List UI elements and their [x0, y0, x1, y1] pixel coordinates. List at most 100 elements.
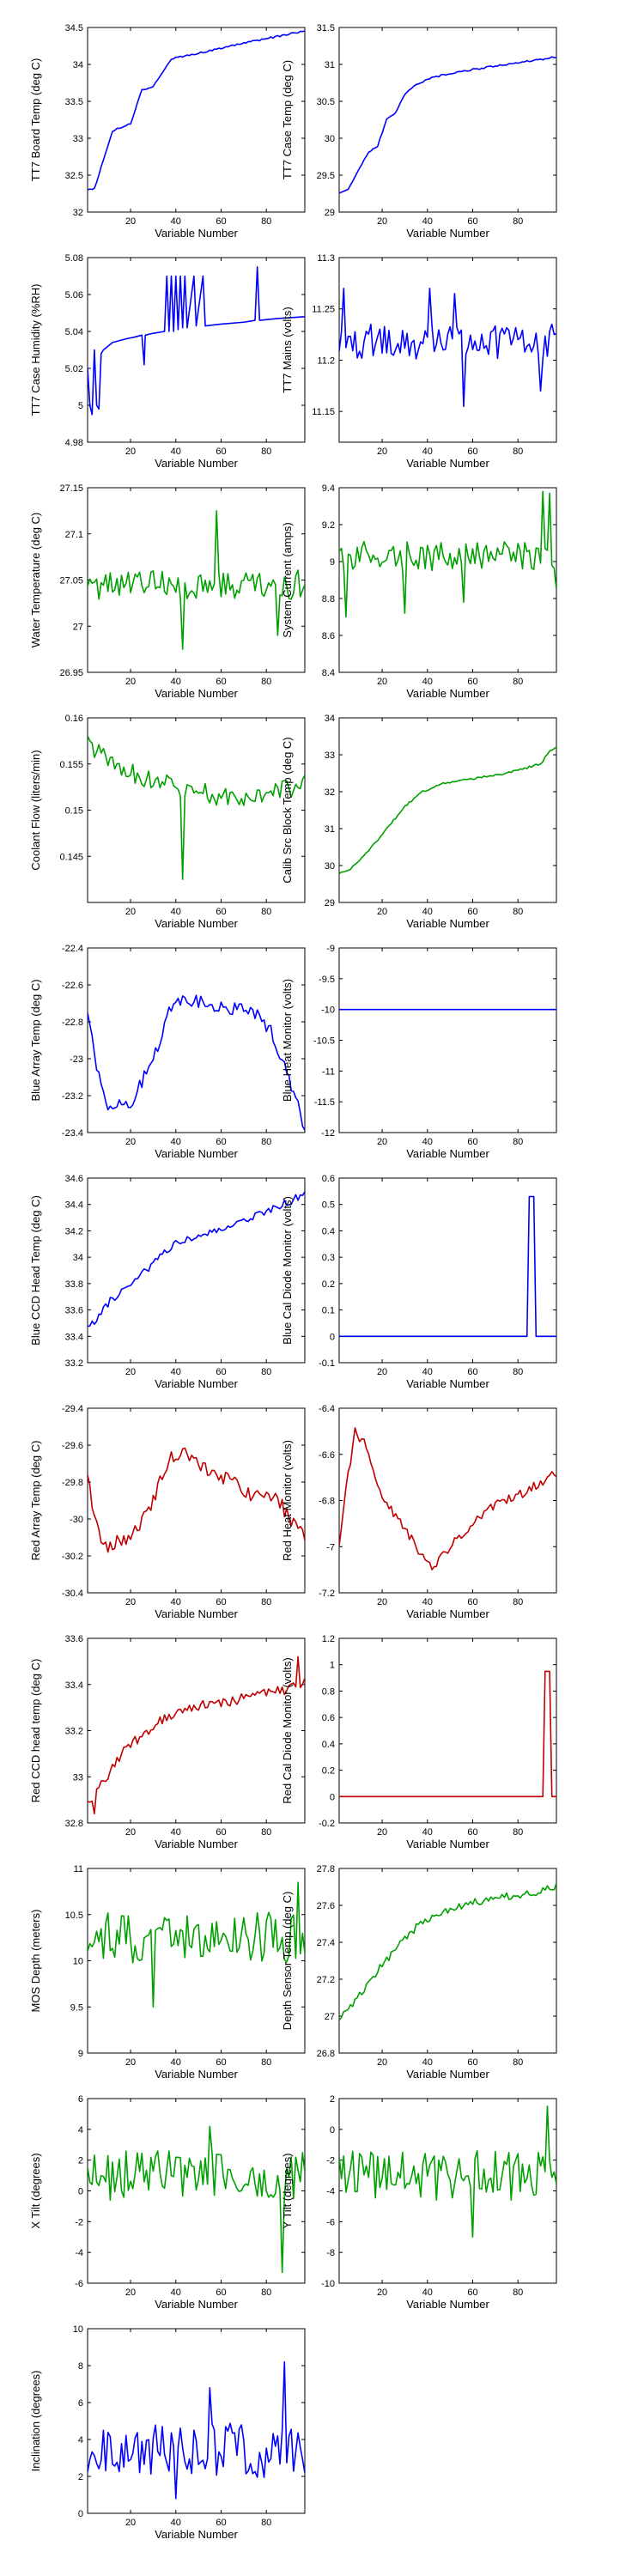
y-tick-label: -2: [326, 2156, 335, 2166]
x-axis-label: Variable Number: [155, 1147, 238, 1160]
series-line: [339, 1195, 556, 1338]
y-tick-label: 2: [78, 2156, 83, 2166]
x-tick-label: 40: [171, 2287, 181, 2298]
y-axis-label: System Current (amps): [281, 522, 294, 637]
x-tick-label: 20: [125, 1137, 136, 1147]
x-tick-label: 40: [422, 1827, 433, 1838]
plot-frame: [87, 27, 306, 213]
y-axis-label: X Tilt (degrees): [29, 2153, 42, 2228]
x-tick-label: 80: [261, 1597, 271, 1607]
y-axis-label: Red Cal Diode Monitor (volts): [281, 1657, 294, 1804]
y-tick-label: 11.25: [312, 305, 335, 315]
y-tick-label: 0.8: [322, 1686, 335, 1697]
plot-frame: [338, 487, 557, 673]
y-tick-label: 30: [325, 861, 335, 872]
series-line: [339, 1670, 556, 1798]
x-axis-label: Variable Number: [155, 1377, 238, 1390]
y-tick-label: 0: [78, 2187, 83, 2197]
y-tick-label: 0.155: [59, 760, 83, 770]
x-axis-label: Variable Number: [406, 227, 489, 240]
y-tick-label: 33.5: [65, 97, 83, 107]
x-tick-label: 80: [261, 907, 271, 917]
y-tick-label: 27.6: [317, 1901, 335, 1911]
y-tick-label: -30.4: [62, 1589, 83, 1599]
y-tick-label: 5.02: [65, 364, 83, 374]
x-tick-label: 60: [216, 2518, 226, 2528]
series-line: [339, 1427, 556, 1571]
y-tick-label: -22.4: [62, 944, 83, 954]
chart-20: 20 40 60 80 -10 -8 -6 -4 -2 0 2 Variable Number Y Ti…: [281, 2094, 557, 2311]
y-tick-label: 1.2: [322, 1634, 335, 1644]
y-tick-label: 11.15: [312, 407, 335, 417]
y-tick-label: 31.5: [317, 23, 335, 33]
x-tick-label: 60: [216, 1597, 226, 1607]
chart-12: 20 40 60 80 -0.1 0 0.1 0.2 0.3 0.4 0.5 0.6 Variable …: [281, 1174, 557, 1390]
y-tick-label: -11: [322, 1066, 335, 1077]
x-tick-label: 60: [467, 2287, 477, 2298]
y-tick-label: 27.8: [317, 1864, 335, 1874]
series-line: [88, 30, 305, 191]
x-axis-label: Variable Number: [155, 687, 238, 700]
series-line: [88, 994, 305, 1131]
y-tick-label: 27.2: [317, 1975, 335, 1985]
y-tick-label: 11.2: [317, 355, 335, 366]
chart-2: 20 40 60 80 29 29.5 30 30.5 31 31.5 Variable Numbe…: [281, 23, 557, 240]
series-line: [88, 265, 305, 416]
chart-16: 20 40 60 80 -0.2 0 0.2 0.4 0.6 0.8 1 1.2 Variable Nu…: [281, 1634, 557, 1850]
y-tick-label: 33.4: [65, 1680, 83, 1691]
plot-frame: [338, 947, 557, 1133]
y-tick-label: -23.2: [62, 1091, 83, 1102]
x-tick-label: 60: [467, 216, 477, 227]
x-tick-label: 80: [261, 2518, 271, 2528]
y-axis-label: TT7 Mains (volts): [281, 307, 294, 392]
chart-18: 20 40 60 80 26.8 27 27.2 27.4 27.6 27.8 Variable N…: [281, 1864, 557, 2081]
y-tick-label: 26.8: [317, 2049, 335, 2059]
x-tick-label: 80: [513, 907, 523, 917]
x-tick-label: 60: [216, 1137, 226, 1147]
y-tick-label: 27: [73, 622, 83, 632]
y-tick-label: -6.8: [319, 1497, 335, 1507]
y-tick-label: 27.1: [65, 530, 83, 540]
x-tick-label: 40: [171, 1137, 181, 1147]
y-tick-label: 5: [78, 401, 83, 411]
y-tick-label: -0.2: [319, 1819, 335, 1829]
x-tick-label: 80: [513, 2057, 523, 2068]
y-axis-label: TT7 Board Temp (deg C): [29, 58, 42, 182]
y-tick-label: 0.4: [322, 1226, 335, 1236]
x-axis-label: Variable Number: [406, 687, 489, 700]
y-tick-label: 10.5: [65, 1911, 83, 1921]
y-tick-label: -30: [70, 1515, 83, 1525]
x-tick-label: 20: [377, 2057, 387, 2068]
y-tick-label: 0.6: [322, 1713, 335, 1723]
x-tick-label: 20: [377, 907, 387, 917]
y-tick-label: 33.2: [65, 1358, 83, 1369]
y-tick-label: 8.8: [322, 594, 335, 605]
x-tick-label: 20: [125, 1597, 136, 1607]
y-tick-label: 34.2: [65, 1226, 83, 1236]
y-tick-label: 5.08: [65, 253, 83, 264]
y-tick-label: -6.6: [319, 1450, 335, 1461]
x-axis-label: Variable Number: [406, 1838, 489, 1850]
y-tick-label: 0.1: [322, 1306, 335, 1316]
series-line: [88, 2125, 305, 2274]
y-tick-label: 8.4: [322, 668, 335, 678]
chart-8: 20 40 60 80 29 30 31 32 33 34 Variable Number Calib…: [281, 714, 557, 930]
x-tick-label: 20: [125, 2287, 136, 2298]
y-tick-label: 0.3: [322, 1253, 335, 1263]
x-axis-label: Variable Number: [155, 2528, 238, 2541]
x-tick-label: 40: [171, 447, 181, 457]
y-tick-label: -12: [321, 1128, 335, 1139]
y-tick-label: 34.5: [65, 23, 83, 33]
chart-7: 20 40 60 80 0.145 0.15 0.155 0.16 Variable Numbe…: [29, 714, 306, 930]
series-line: [88, 2360, 305, 2500]
y-tick-label: -4: [75, 2248, 83, 2258]
x-axis-label: Variable Number: [155, 1838, 238, 1850]
y-tick-label: 2: [78, 2472, 83, 2482]
x-tick-label: 20: [125, 677, 136, 687]
y-axis-label: Blue Cal Diode Monitor (volts): [281, 1196, 294, 1345]
x-tick-label: 60: [467, 677, 477, 687]
x-tick-label: 20: [377, 2287, 387, 2298]
x-tick-label: 20: [377, 1827, 387, 1838]
y-tick-label: 0.15: [65, 806, 83, 817]
x-tick-label: 60: [216, 907, 226, 917]
